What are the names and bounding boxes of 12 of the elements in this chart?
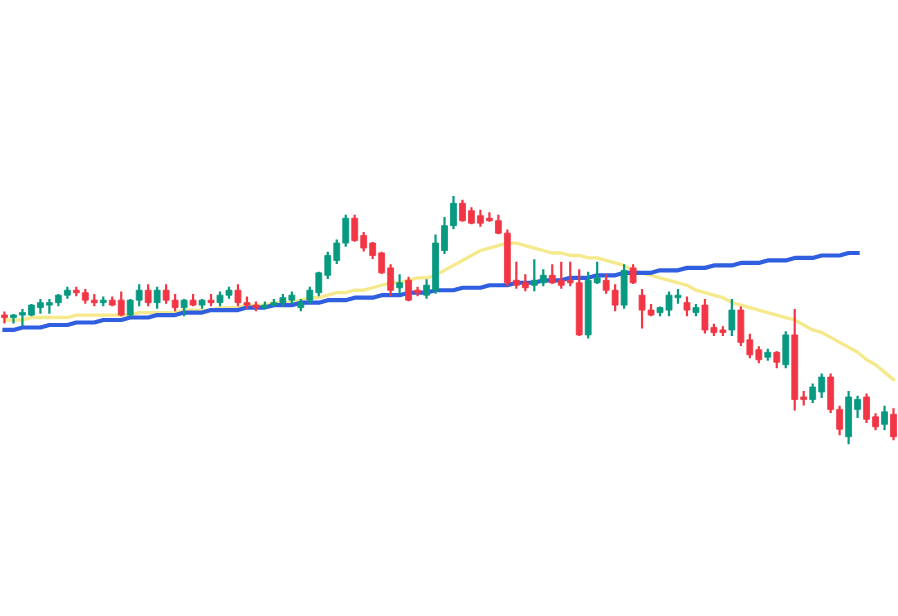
candlestick bbox=[1, 311, 8, 324]
candlestick bbox=[890, 408, 897, 441]
candlestick bbox=[153, 286, 161, 309]
candlestick bbox=[611, 284, 619, 312]
candlestick bbox=[396, 274, 403, 294]
candlestick bbox=[881, 405, 888, 431]
candlestick bbox=[117, 291, 125, 317]
candlestick bbox=[351, 214, 359, 242]
candlestick bbox=[728, 299, 736, 337]
candlestick bbox=[782, 331, 790, 369]
candlestick bbox=[144, 284, 152, 307]
candlestick bbox=[620, 264, 628, 309]
